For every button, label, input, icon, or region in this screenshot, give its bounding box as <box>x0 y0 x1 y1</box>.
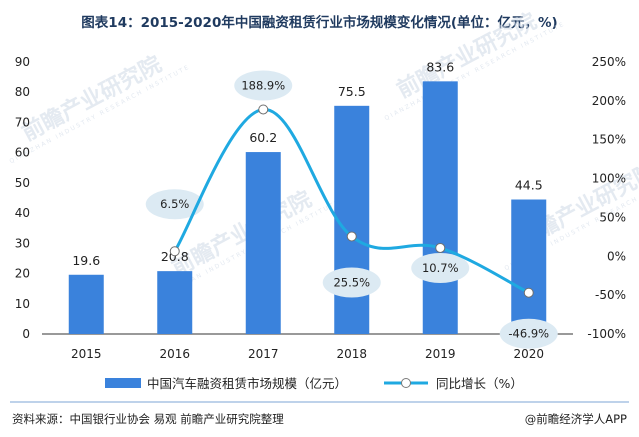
growth-data-label: -46.9% <box>508 327 549 341</box>
right-tick-label: 50% <box>599 210 626 224</box>
right-tick-label: 150% <box>592 133 626 147</box>
source-note: 资料来源：中国银行业协会 易观 前瞻产业研究院整理 <box>12 412 284 426</box>
left-tick-label: 90 <box>15 55 30 69</box>
growth-label-bubble <box>234 70 293 101</box>
growth-point <box>523 287 534 298</box>
growth-data-label: 188.9% <box>241 78 285 92</box>
left-tick-label: 50 <box>15 176 30 190</box>
growth-label-bubbles <box>145 70 558 349</box>
legend-bar-label: 中国汽车融资租赁市场规模（亿元） <box>147 376 347 391</box>
bar <box>157 271 193 334</box>
growth-data-labels: 6.5% 188.9% 25.5% 10.7% -46.9% <box>160 78 549 340</box>
bar <box>511 199 547 334</box>
right-tick-label: 100% <box>592 172 626 186</box>
growth-data-label: 10.7% <box>422 261 459 275</box>
growth-label-bubble <box>499 318 558 349</box>
x-tick-label: 2019 <box>425 347 456 361</box>
left-tick-label: 0 <box>22 327 30 341</box>
growth-point <box>258 104 269 115</box>
chart-title: 图表14：2015-2020年中国融资租赁行业市场规模变化情况(单位：亿元，%) <box>81 14 557 31</box>
bar-data-label: 19.6 <box>72 253 100 268</box>
legend: 中国汽车融资租赁市场规模（亿元） 同比增长（%） <box>105 376 523 391</box>
left-tick-label: 10 <box>15 297 30 311</box>
bar-data-label: 75.5 <box>338 84 366 99</box>
right-tick-label: -50% <box>595 288 626 302</box>
growth-points <box>169 104 534 298</box>
bar-data-labels: 19.6 20.8 60.2 75.5 83.6 44.5 <box>72 59 542 267</box>
legend-line-label: 同比增长（%） <box>436 376 523 391</box>
bar-data-label: 44.5 <box>515 178 543 193</box>
growth-label-bubble <box>322 267 381 298</box>
bar <box>68 274 104 334</box>
x-tick-label: 2015 <box>71 347 102 361</box>
legend-line-marker <box>401 378 411 388</box>
bar <box>334 105 370 334</box>
x-tick-label: 2017 <box>248 347 279 361</box>
growth-point <box>346 231 357 242</box>
left-axis: 0 10 20 30 40 50 60 70 80 90 <box>15 55 30 341</box>
right-axis: -100% -50% 0% 50% 100% 150% 200% 250% <box>587 55 626 341</box>
bar-series <box>68 81 547 334</box>
bar-data-label: 20.8 <box>161 249 189 264</box>
right-tick-label: -100% <box>587 327 626 341</box>
x-tick-label: 2018 <box>336 347 367 361</box>
growth-label-bubble <box>145 189 204 220</box>
x-tick-label: 2020 <box>513 347 544 361</box>
left-tick-label: 70 <box>15 115 30 129</box>
growth-data-label: 25.5% <box>333 275 370 289</box>
bar-data-label: 83.6 <box>426 59 454 74</box>
growth-point <box>435 242 446 253</box>
bar <box>422 81 458 334</box>
growth-data-label: 6.5% <box>160 197 189 211</box>
growth-point <box>169 246 180 257</box>
x-axis: 2015 2016 2017 2018 2019 2020 <box>71 347 544 361</box>
left-tick-label: 80 <box>15 85 30 99</box>
right-tick-label: 200% <box>592 94 626 108</box>
x-tick-label: 2016 <box>159 347 190 361</box>
brand-credit: @前瞻经济学人APP <box>525 412 627 426</box>
left-tick-label: 30 <box>15 236 30 250</box>
watermark-text: 前瞻产业研究院 <box>18 51 166 146</box>
bar-data-label: 60.2 <box>249 130 277 145</box>
right-tick-label: 250% <box>592 55 626 69</box>
legend-bar-swatch <box>105 378 141 388</box>
left-tick-label: 60 <box>15 146 30 160</box>
right-tick-label: 0% <box>607 249 626 263</box>
growth-label-bubble <box>411 252 470 283</box>
bar <box>245 152 281 334</box>
left-tick-label: 20 <box>15 267 30 281</box>
left-tick-label: 40 <box>15 206 30 220</box>
growth-line <box>173 107 531 295</box>
